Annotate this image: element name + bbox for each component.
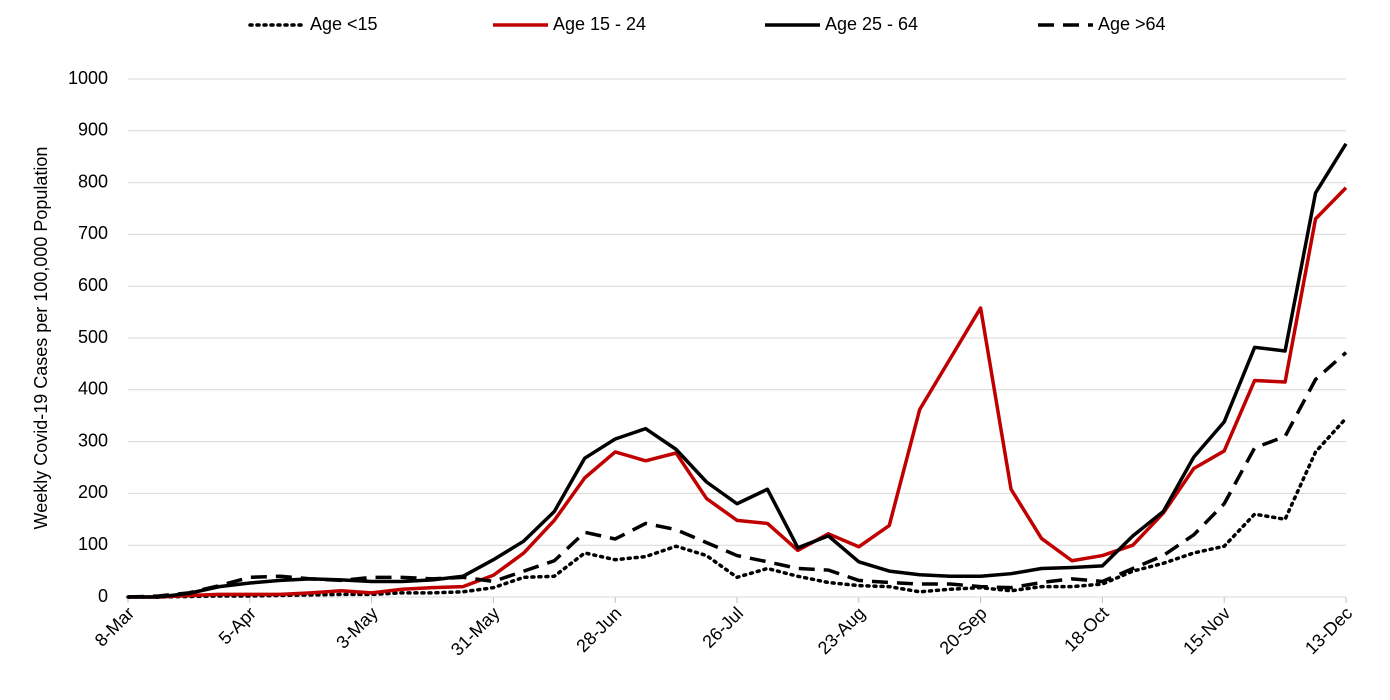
legend-label: Age <15 <box>310 14 378 34</box>
y-tick-label: 400 <box>78 379 108 399</box>
x-tick-label: 28-Jun <box>572 603 625 656</box>
y-tick-label: 1000 <box>68 68 108 88</box>
x-tick-label: 8-Mar <box>91 603 138 650</box>
x-tick-label: 13-Dec <box>1301 603 1356 658</box>
y-tick-label: 700 <box>78 223 108 243</box>
y-tick-label: 800 <box>78 171 108 191</box>
y-tick-label: 900 <box>78 120 108 140</box>
y-tick-label: 200 <box>78 482 108 502</box>
x-tick-label: 23-Aug <box>814 603 869 658</box>
series-line <box>126 416 1348 599</box>
legend-label: Age >64 <box>1098 14 1166 34</box>
x-tick-label: 5-Apr <box>215 603 260 648</box>
series-line <box>128 186 1348 599</box>
y-axis-label: Weekly Covid-19 Cases per 100,000 Popula… <box>31 147 51 530</box>
y-tick-label: 0 <box>98 586 108 606</box>
y-tick-label: 600 <box>78 275 108 295</box>
series-line <box>128 142 1348 599</box>
legend-label: Age 25 - 64 <box>825 14 918 34</box>
y-tick-label: 300 <box>78 430 108 450</box>
x-tick-label: 31-May <box>447 603 504 660</box>
legend-label: Age 15 - 24 <box>553 14 646 34</box>
x-tick-label: 3-May <box>332 603 382 653</box>
x-tick-label: 20-Sep <box>936 603 991 658</box>
series-line <box>127 351 1348 599</box>
x-tick-label: 18-Oct <box>1060 603 1112 655</box>
x-tick-label: 26-Jul <box>698 603 747 652</box>
y-tick-label: 500 <box>78 327 108 347</box>
y-tick-label: 100 <box>78 534 108 554</box>
x-tick-label: 15-Nov <box>1179 603 1234 658</box>
